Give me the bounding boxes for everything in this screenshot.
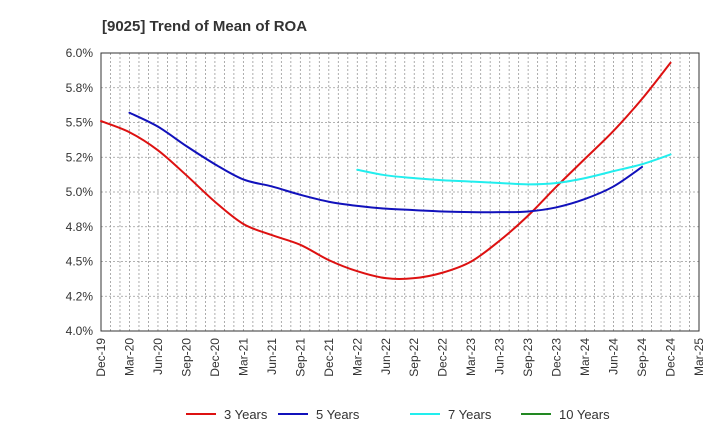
- y-tick-label: 5.5%: [66, 116, 94, 130]
- x-tick-label: Dec-20: [208, 338, 222, 377]
- legend-label-10-years: 10 Years: [559, 407, 610, 422]
- x-tick-label: Mar-25: [692, 338, 706, 376]
- x-tick-label: Jun-22: [379, 338, 393, 375]
- x-tick-label: Dec-24: [664, 338, 678, 377]
- x-tick-label: Sep-22: [407, 338, 421, 377]
- plot-border: [100, 52, 700, 332]
- legend: 3 Years 5 Years 7 Years 10 Years: [186, 407, 610, 422]
- legend-label-7-years: 7 Years: [448, 407, 492, 422]
- x-tick-label: Mar-21: [236, 338, 250, 376]
- y-tick-label: 5.0%: [66, 185, 94, 199]
- x-tick-label: Jun-20: [151, 338, 165, 375]
- x-tick-label: Sep-23: [521, 338, 535, 377]
- x-tick-label: Mar-24: [578, 338, 592, 376]
- y-tick-label: 4.2%: [66, 289, 94, 303]
- y-tick-label: 4.8%: [66, 220, 94, 234]
- series-line-7-years: [356, 153, 672, 186]
- y-tick-label: 5.2%: [66, 150, 94, 164]
- y-tick-label: 6.0%: [66, 46, 94, 60]
- x-tick-label: Jun-24: [607, 338, 621, 375]
- x-tick-label: Mar-20: [122, 338, 136, 376]
- series-lines: [100, 61, 672, 280]
- legend-label-5-years: 5 Years: [316, 407, 360, 422]
- x-tick-label: Jun-23: [493, 338, 507, 375]
- y-axis-tick-labels: 6.0% 5.8% 5.5% 5.2% 5.0% 4.8% 4.5% 4.2% 4.0%: [66, 46, 94, 338]
- x-tick-label: Dec-21: [322, 338, 336, 377]
- x-tick-label: Mar-22: [350, 338, 364, 376]
- series-line-5-years: [128, 111, 644, 214]
- y-tick-label: 4.5%: [66, 255, 94, 269]
- legend-label-3-years: 3 Years: [224, 407, 268, 422]
- x-tick-label: Sep-20: [179, 338, 193, 377]
- y-tick-label: 4.0%: [66, 324, 94, 338]
- series-line-3-years: [100, 61, 672, 280]
- chart-title: [9025] Trend of Mean of ROA: [102, 18, 307, 35]
- x-tick-label: Dec-19: [94, 338, 108, 377]
- x-tick-label: Sep-21: [293, 338, 307, 377]
- x-tick-label: Sep-24: [635, 338, 649, 377]
- x-tick-label: Dec-23: [550, 338, 564, 377]
- x-tick-label: Dec-22: [436, 338, 450, 377]
- plot-area: [101, 53, 699, 331]
- y-tick-label: 5.8%: [66, 81, 94, 95]
- x-tick-label: Jun-21: [265, 338, 279, 375]
- x-tick-label: Mar-23: [464, 338, 478, 376]
- x-axis-tick-labels: Dec-19 Mar-20 Jun-20 Sep-20 Dec-20 Mar-21 Jun-…: [94, 338, 706, 377]
